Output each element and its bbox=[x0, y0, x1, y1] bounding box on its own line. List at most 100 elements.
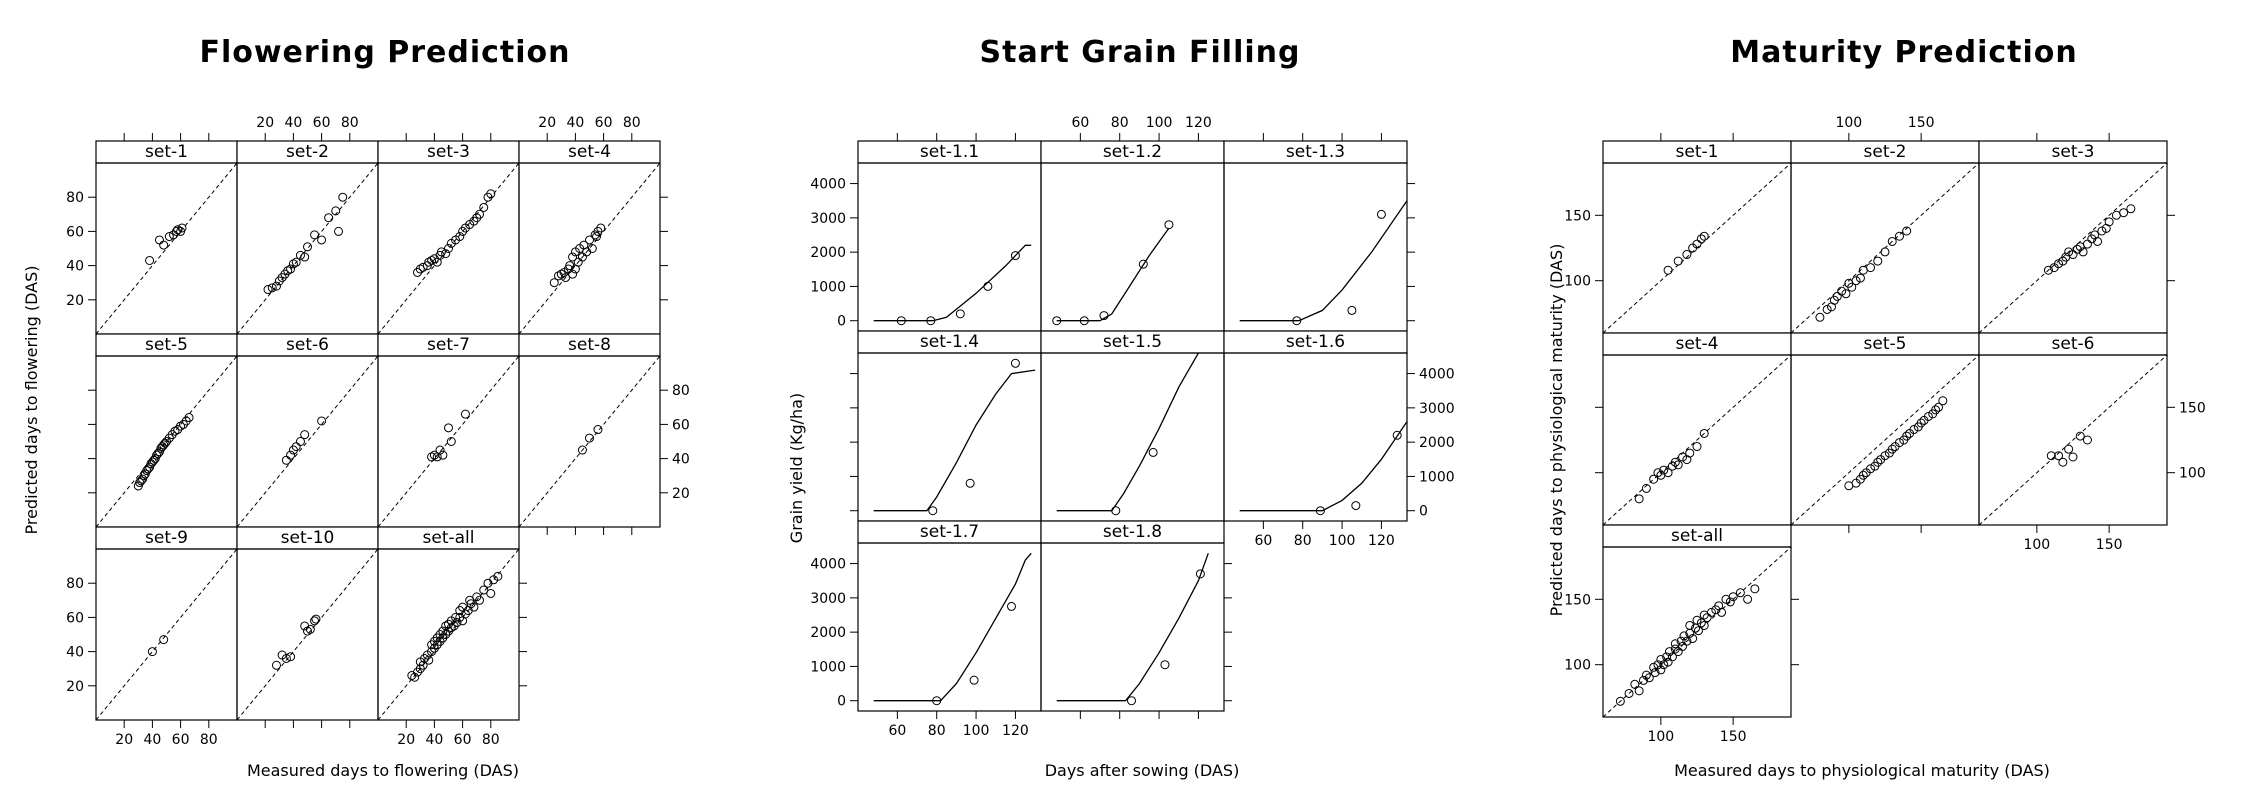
maturity-set-all-point bbox=[1702, 613, 1712, 623]
flower-set-6-strip-label: set-6 bbox=[286, 335, 329, 355]
grain-set-1.5-simulated-line bbox=[1056, 353, 1199, 512]
maturity-set-2-point bbox=[1887, 236, 1897, 246]
flower-set-all-point bbox=[452, 618, 462, 628]
flower-set-7-panel: set-7 bbox=[377, 333, 520, 528]
grain-set-1.5-observed-point bbox=[1111, 506, 1121, 516]
grain-set-1.8-strip-label: set-1.8 bbox=[1103, 522, 1162, 542]
maturity-set-4-point bbox=[1649, 474, 1659, 484]
flower-set-2-point bbox=[338, 192, 348, 202]
maturity-set-2-point bbox=[1866, 263, 1876, 273]
flower-set-4-xtick-top-label: 40 bbox=[566, 115, 584, 131]
flower-set-6-point bbox=[281, 455, 291, 465]
grain-set-1.1-ytick-label: 0 bbox=[837, 314, 846, 330]
flower-set-all-point bbox=[451, 612, 461, 622]
maturity-set-5-point bbox=[1916, 418, 1926, 428]
maturity-set-all-ytick-label: 150 bbox=[1564, 592, 1591, 608]
maturity-set-5-point bbox=[1923, 411, 1933, 421]
flower-set-5-strip-label: set-5 bbox=[145, 335, 188, 355]
flower-set-4-xtick-top-label: 80 bbox=[623, 115, 641, 131]
maturity-set-4-point bbox=[1634, 494, 1644, 504]
grain-set-1.4-strip-label: set-1.4 bbox=[920, 332, 979, 352]
grain-set-1.7-strip-label: set-1.7 bbox=[920, 522, 979, 542]
flower-set-9-ytick-label: 20 bbox=[66, 679, 84, 695]
flower-set-4-point bbox=[592, 232, 602, 242]
flower-set-1-point bbox=[177, 223, 187, 233]
grain-set-1.3-frame bbox=[1223, 162, 1408, 332]
maturity-set-2-point bbox=[1841, 289, 1851, 299]
maturity-set-all-ytick-label: 100 bbox=[1564, 658, 1591, 674]
flower-set-8-identity-line bbox=[519, 356, 660, 527]
flower-set-9-xtick-label: 40 bbox=[143, 732, 161, 748]
maturity-y-axis-title: Predicted days to physiological maturity… bbox=[1547, 244, 1566, 617]
flower-set-7-identity-line bbox=[378, 356, 519, 527]
maturity-set-all-point bbox=[1673, 647, 1683, 657]
grain-set-1.1-panel: set-1.1 0 1000 2000 3000 4000 bbox=[810, 133, 1042, 332]
flower-set-all-point bbox=[424, 655, 434, 665]
flower-set-all-xtick-label: 60 bbox=[454, 732, 472, 748]
maturity-set-all-point bbox=[1630, 679, 1640, 689]
grain-set-1.2-xtick-top-label: 120 bbox=[1185, 115, 1212, 131]
maturity-set-all-strip-label: set-all bbox=[1671, 526, 1723, 546]
flower-set-2-xtick-top-label: 20 bbox=[256, 115, 274, 131]
flower-set-5-point bbox=[153, 448, 163, 458]
grain-set-1.6-observed-point bbox=[1351, 501, 1361, 511]
maturity-set-all-point bbox=[1638, 675, 1648, 685]
maturity-set-2-point bbox=[1894, 231, 1904, 241]
flower-set-2-point bbox=[300, 252, 310, 262]
grain-set-1.8-simulated-line bbox=[1056, 553, 1209, 702]
flower-set-6-identity-line bbox=[237, 356, 378, 527]
flower-set-5-point bbox=[143, 464, 153, 474]
maturity-set-all-point bbox=[1693, 626, 1703, 636]
grain-set-1.7-observed-point bbox=[932, 696, 942, 706]
flower-set-9-xtick-label: 20 bbox=[115, 732, 133, 748]
maturity-set-all-point bbox=[1641, 670, 1651, 680]
flower-set-3-point bbox=[436, 247, 446, 257]
maturity-set-all-point bbox=[1743, 594, 1753, 604]
maturity-set-6-xtick-label: 100 bbox=[2023, 537, 2050, 553]
flower-set-all-strip-label: set-all bbox=[423, 528, 475, 548]
flower-set-2-point bbox=[324, 213, 334, 223]
maturity-set-all-point bbox=[1717, 607, 1727, 617]
flower-set-2-point bbox=[303, 242, 312, 252]
flower-set-10-panel: set-10 bbox=[236, 526, 379, 728]
flower-set-7-point bbox=[460, 409, 470, 419]
flower-set-4-point bbox=[549, 278, 559, 288]
flower-set-10-point bbox=[271, 660, 281, 670]
grain-set-1.5-panel: set-1.5 bbox=[1040, 330, 1225, 522]
maturity-set-1-ytick-label: 150 bbox=[1564, 208, 1591, 224]
grain-set-1.6-ytick-right-label: 3000 bbox=[1419, 401, 1455, 417]
maturity-set-5-point bbox=[1909, 425, 1919, 435]
flower-set-1-ytick-label: 60 bbox=[66, 224, 84, 240]
flower-set-8-ytick-right-label: 60 bbox=[672, 417, 690, 433]
flower-set-2-point bbox=[263, 285, 273, 295]
flower-set-2-xtick-top-label: 40 bbox=[284, 115, 302, 131]
flower-set-1-point bbox=[164, 232, 174, 242]
grain-set-1.7-ytick-label: 1000 bbox=[810, 659, 846, 675]
maturity-set-all-point bbox=[1688, 634, 1698, 644]
flower-set-2-panel: set-2 20 40 60 80 bbox=[236, 115, 379, 335]
grain-set-1.7-ytick-label: 0 bbox=[837, 694, 846, 710]
flower-set-4-panel: set-4 20 40 60 80 bbox=[518, 115, 668, 335]
maturity-set-all-point bbox=[1728, 592, 1738, 602]
grain-set-1.1-ytick-label: 2000 bbox=[810, 245, 846, 261]
maturity-set-3-point bbox=[2104, 217, 2114, 227]
grain-set-1.7-ytick-label: 2000 bbox=[810, 625, 846, 641]
maturity-set-3-point bbox=[2126, 204, 2136, 214]
maturity-set-1-point bbox=[1699, 231, 1709, 241]
maturity-set-all-point bbox=[1615, 696, 1625, 706]
maturity-set-all-point bbox=[1662, 652, 1672, 662]
flower-set-all-point bbox=[475, 595, 485, 605]
maturity-set-all-point bbox=[1706, 607, 1716, 617]
maturity-set-6-point bbox=[2068, 452, 2078, 462]
grain-set-1.6-ytick-right-label: 4000 bbox=[1419, 367, 1455, 383]
flower-set-all-point bbox=[446, 623, 456, 633]
maturity-panel-title: Maturity Prediction bbox=[1730, 35, 2077, 70]
flower-set-2-xtick-top-label: 60 bbox=[313, 115, 331, 131]
flower-set-7-point bbox=[438, 450, 448, 460]
grain-set-1.1-observed-point bbox=[896, 316, 906, 326]
grain-set-1.2-strip-label: set-1.2 bbox=[1103, 142, 1162, 162]
maturity-set-5-point bbox=[1858, 470, 1868, 480]
maturity-set-all-point bbox=[1676, 636, 1686, 646]
maturity-set-4-point bbox=[1663, 468, 1673, 478]
grain-set-1.1-frame bbox=[857, 162, 1042, 332]
